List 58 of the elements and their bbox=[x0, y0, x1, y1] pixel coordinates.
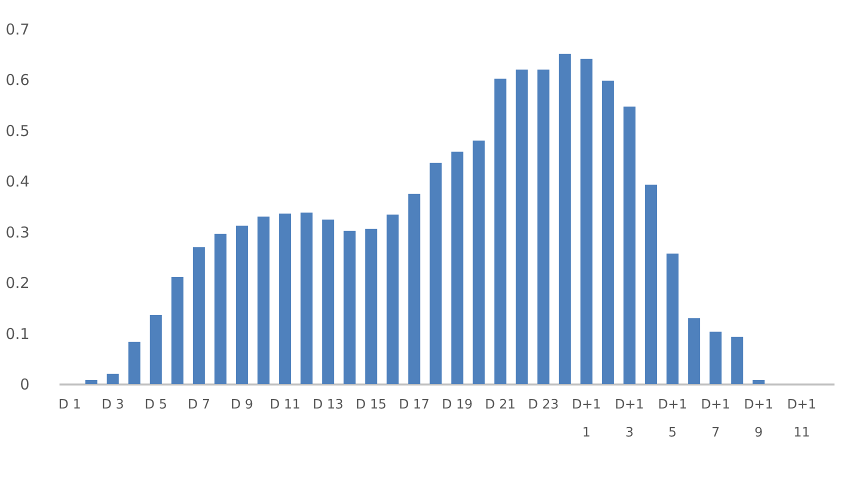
bar bbox=[430, 162, 442, 384]
bar bbox=[192, 247, 205, 384]
y-tick-label: 0.7 bbox=[6, 20, 30, 38]
y-tick-label: 0.4 bbox=[6, 172, 30, 191]
x-tick-label: D+1 1 bbox=[572, 398, 602, 440]
bar bbox=[128, 342, 140, 384]
bar bbox=[580, 58, 592, 384]
bar bbox=[236, 226, 248, 384]
bar bbox=[688, 318, 700, 384]
bar bbox=[666, 254, 679, 384]
y-tick-label: 0.1 bbox=[6, 324, 30, 343]
bar bbox=[365, 228, 378, 384]
bar bbox=[322, 220, 334, 384]
bar bbox=[752, 380, 765, 384]
bar bbox=[494, 78, 506, 384]
y-tick-label: 0 bbox=[20, 376, 30, 394]
x-tick-label: D 19 bbox=[442, 398, 473, 412]
bar bbox=[106, 374, 119, 384]
y-tick-label: 0.5 bbox=[6, 122, 30, 140]
x-tick-label: D 5 bbox=[144, 398, 168, 412]
bar bbox=[214, 234, 226, 384]
x-tick-label: D 13 bbox=[312, 398, 344, 412]
bar bbox=[386, 214, 399, 384]
bar bbox=[537, 70, 550, 384]
bar bbox=[731, 336, 744, 384]
x-tick-label: D 9 bbox=[230, 398, 254, 412]
bar bbox=[300, 212, 313, 384]
bar bbox=[623, 106, 636, 384]
x-tick-label: D 23 bbox=[528, 398, 559, 412]
bar bbox=[85, 380, 98, 384]
y-tick-label: 0.6 bbox=[6, 71, 30, 90]
bar bbox=[602, 80, 614, 384]
x-tick-label: D 1 bbox=[58, 398, 81, 412]
bar bbox=[710, 332, 722, 384]
bar bbox=[451, 152, 464, 384]
y-tick-label: 0.3 bbox=[6, 223, 30, 242]
x-tick-label: D+1 5 bbox=[658, 398, 688, 440]
bar bbox=[150, 315, 162, 384]
bar bbox=[558, 54, 571, 384]
bar bbox=[344, 230, 356, 384]
bar bbox=[472, 140, 485, 384]
y-tick-label: 0.2 bbox=[6, 274, 30, 292]
bar bbox=[645, 184, 658, 384]
x-tick-label: D 7 bbox=[188, 398, 210, 412]
bar bbox=[171, 276, 184, 384]
bar bbox=[279, 214, 292, 384]
x-tick-label: D 21 bbox=[484, 398, 516, 412]
x-tick-label: D 3 bbox=[102, 398, 124, 412]
bar bbox=[258, 216, 270, 384]
x-tick-label: D 15 bbox=[356, 398, 386, 412]
bar bbox=[516, 70, 528, 384]
x-tick-label: D+1 7 bbox=[701, 398, 730, 440]
x-tick-label: D+1 11 bbox=[787, 398, 816, 440]
bar bbox=[408, 194, 420, 384]
x-tick-label: D+1 9 bbox=[744, 398, 774, 440]
x-tick-label: D 11 bbox=[270, 398, 300, 412]
x-tick-label: D 17 bbox=[398, 398, 430, 412]
x-tick-label: D+1 3 bbox=[614, 398, 644, 440]
